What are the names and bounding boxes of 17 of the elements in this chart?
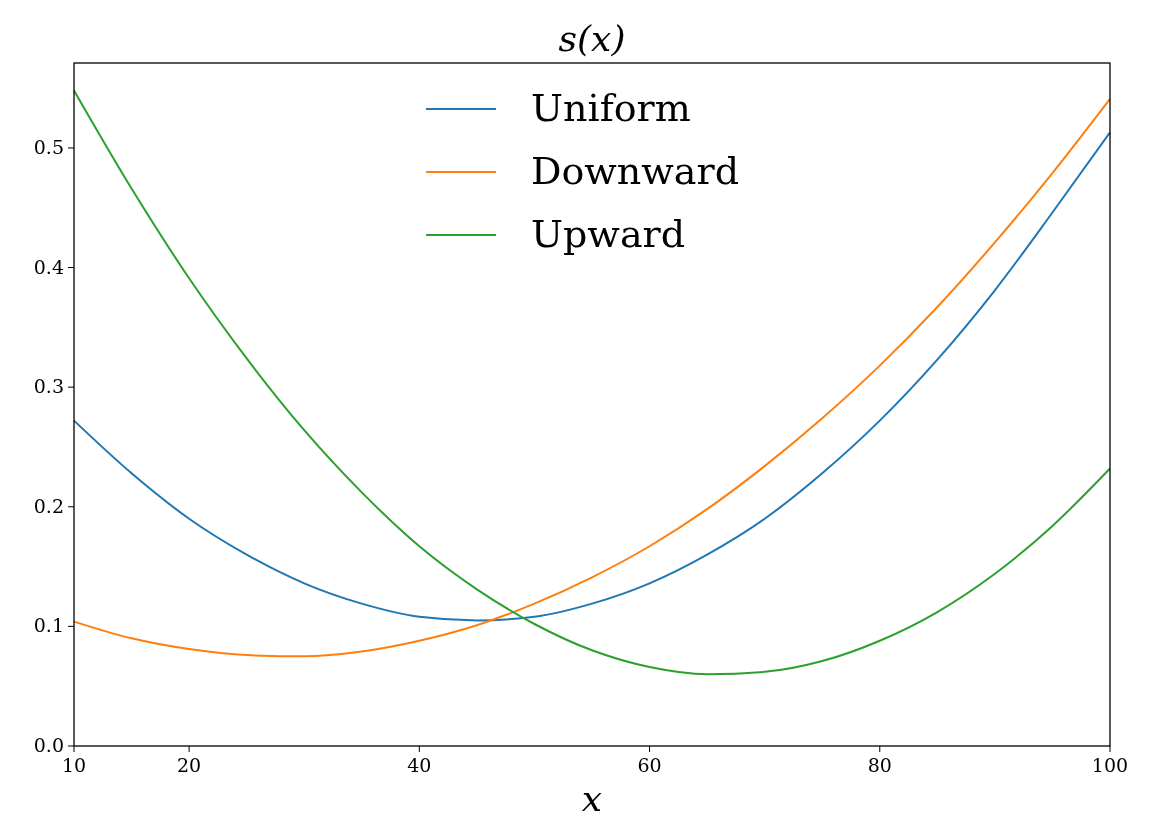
y-tick-label: 0.0: [33, 734, 64, 756]
y-tick-label: 0.5: [33, 135, 64, 158]
x-axis-title: x: [581, 778, 603, 819]
x-tick-label: 60: [637, 754, 662, 776]
y-tick-label: 0.3: [33, 375, 64, 398]
x-tick-label: 40: [407, 754, 432, 776]
x-tick-label: 80: [867, 754, 892, 776]
x-tick-label: 100: [1091, 754, 1129, 776]
legend-label: Downward: [531, 149, 740, 193]
y-tick-label: 0.4: [33, 255, 64, 278]
chart-title: s(x): [558, 18, 626, 59]
legend-label: Uniform: [531, 86, 691, 130]
x-tick-label: 10: [61, 754, 87, 776]
x-tick-label: 20: [177, 754, 202, 776]
y-tick-label: 0.1: [33, 614, 64, 637]
legend-label: Upward: [531, 212, 686, 256]
y-tick-label: 0.2: [33, 494, 64, 517]
